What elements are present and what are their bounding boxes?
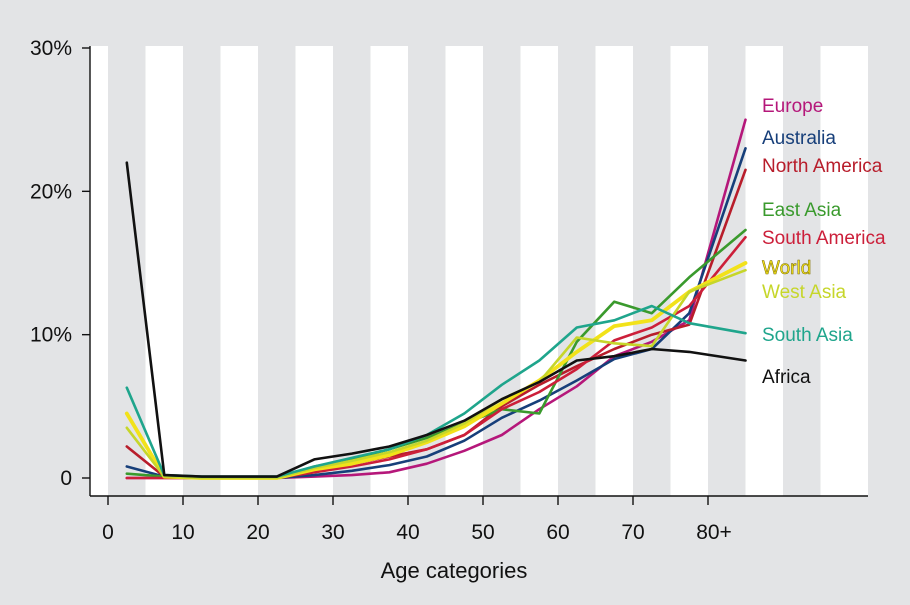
series-line-west-asia: [125, 268, 747, 480]
legend: Europe Australia North America East Asia Sou…: [762, 96, 886, 388]
legend-label-europe: Europe: [762, 96, 823, 117]
y-tick-label: 30%: [30, 37, 72, 60]
band: [783, 46, 821, 496]
legend-label-australia: Australia: [762, 128, 836, 149]
x-tick-label: 80+: [696, 521, 732, 544]
x-axis-ticks: 0 10 20 30 40 50 60 70 80+: [102, 496, 732, 544]
x-tick-label: 50: [471, 521, 494, 544]
x-tick-label: 20: [246, 521, 269, 544]
x-tick-label: 60: [546, 521, 569, 544]
legend-label-south-america: South America: [762, 228, 886, 249]
series-lines: [124, 118, 748, 480]
legend-label-north-america: North America: [762, 156, 883, 177]
x-tick-label: 30: [321, 521, 344, 544]
x-tick-label: 70: [621, 521, 644, 544]
legend-label-west-asia: West Asia: [762, 282, 847, 303]
x-tick-label: 40: [396, 521, 419, 544]
background-bands: [108, 46, 821, 496]
band: [333, 46, 371, 496]
band: [408, 46, 446, 496]
x-tick-label: 10: [171, 521, 194, 544]
band: [633, 46, 671, 496]
legend-label-africa: Africa: [762, 367, 811, 388]
band: [258, 46, 296, 496]
y-tick-label: 10%: [30, 324, 72, 347]
band: [558, 46, 596, 496]
x-axis-label: Age categories: [381, 558, 528, 583]
x-tick-label: 0: [102, 521, 114, 544]
y-tick-label: 0: [60, 467, 72, 490]
y-tick-label: 20%: [30, 180, 72, 203]
legend-label-world: World: [762, 258, 811, 279]
series-line-africa: [125, 161, 747, 478]
band: [183, 46, 221, 496]
axes: [89, 46, 868, 497]
legend-label-east-asia: East Asia: [762, 200, 842, 221]
band: [483, 46, 521, 496]
legend-label-south-asia: South Asia: [762, 325, 853, 346]
y-axis-ticks: 0 10% 20% 30%: [30, 37, 90, 490]
